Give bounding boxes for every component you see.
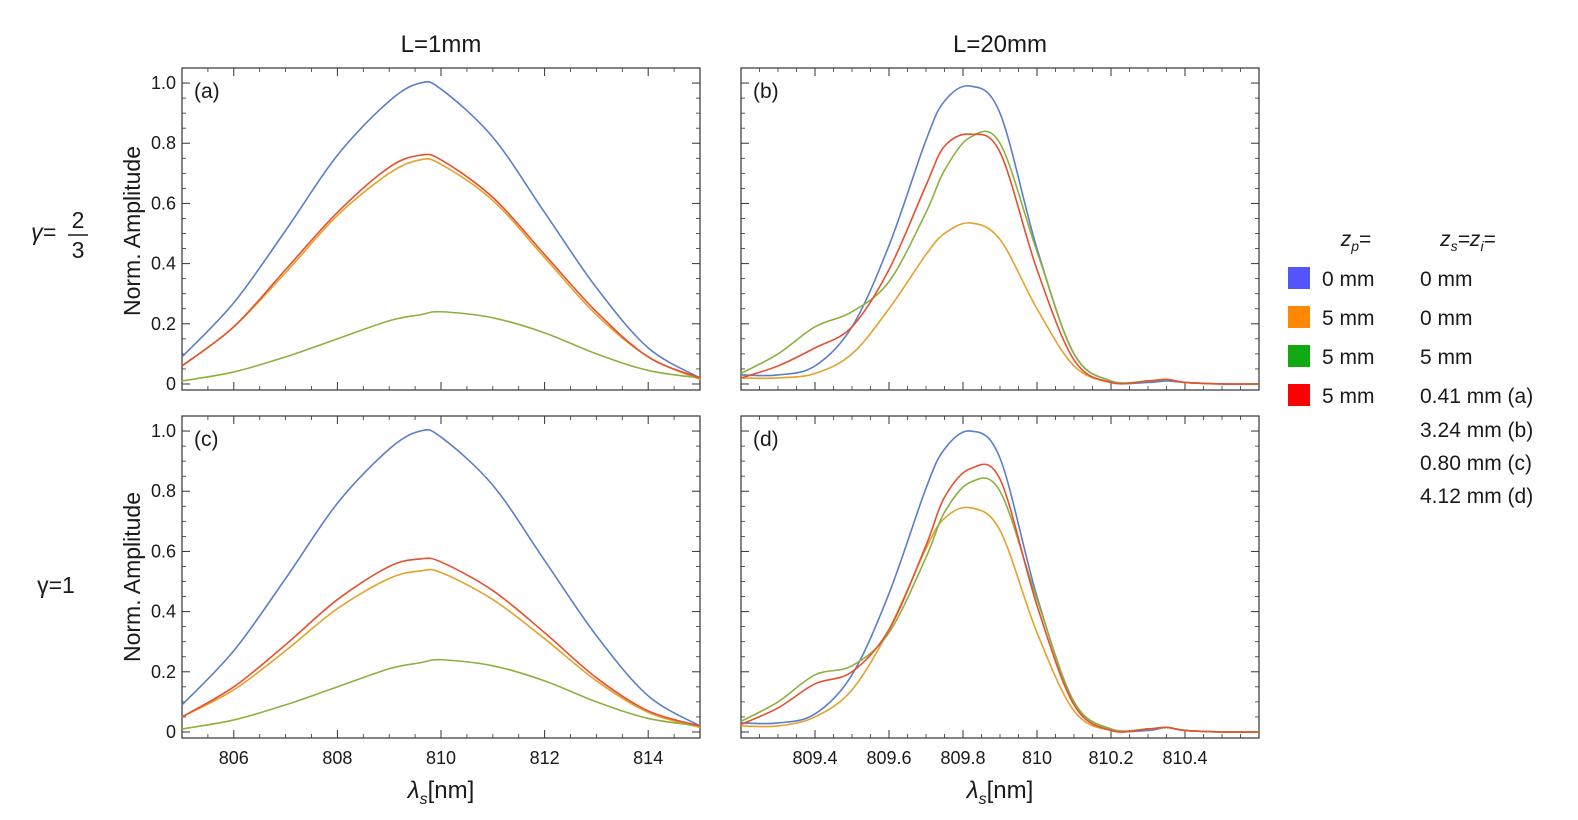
panel-label-b: (b) (753, 80, 779, 103)
panel-d-frame (740, 415, 1260, 739)
series-line-b-1 (740, 222, 1260, 385)
legend-row-4-zs: 0.41 mm (a) (1420, 385, 1533, 408)
legend-row-4-zp: 5 mm (1322, 385, 1375, 408)
legend-row-1-zs: 0 mm (1420, 268, 1473, 291)
x-tick-label: 810.4 (1162, 748, 1207, 768)
legend-header-zp: zp= (1340, 228, 1372, 254)
legend-swatch-red (1288, 384, 1310, 406)
panel-c-frame (181, 415, 701, 739)
legend-swatch-green (1288, 345, 1310, 367)
panel-label-a: (a) (194, 80, 220, 103)
legend-header-zs-mid: =z (1458, 228, 1481, 251)
y-tick-label: 0.2 (151, 314, 176, 334)
panel-b: (b) (740, 67, 1260, 391)
series-line-a-2 (181, 310, 701, 382)
legend-extra-d: 4.12 mm (d) (1420, 485, 1533, 508)
y-tick-label: 1.0 (151, 73, 176, 93)
panel-label-c: (c) (194, 428, 219, 451)
series-line-d-0 (740, 430, 1260, 733)
series-line-a-1 (181, 157, 701, 381)
row-label-gamma-denominator: 3 (72, 237, 85, 263)
series-line-b-3 (740, 133, 1260, 385)
legend-extra-c: 0.80 mm (c) (1420, 452, 1532, 475)
column-title-right: L=20mm (953, 31, 1047, 58)
column-title-left: L=1mm (401, 31, 482, 58)
x-axis-label-left-unit: [nm] (428, 777, 475, 804)
legend-header-zs: zs=zi= (1439, 228, 1496, 254)
y-tick-label: 0.2 (151, 662, 176, 682)
panel-a-frame (181, 67, 701, 391)
y-tick-label: 0.4 (151, 602, 176, 622)
x-tick-label: 809.8 (940, 748, 985, 768)
series-line-d-2 (740, 477, 1260, 733)
x-tick-label: 809.6 (866, 748, 911, 768)
x-axis-label-right-sub: s (979, 791, 987, 808)
y-tick-label: 0.6 (151, 541, 176, 561)
x-axis-label-right-lambda: λ (965, 777, 979, 804)
series-line-c-3 (181, 557, 701, 727)
row-label-gamma-numerator: 2 (72, 207, 85, 233)
legend-row-2-zs: 0 mm (1420, 307, 1473, 330)
y-tick-label: 0 (166, 722, 176, 742)
legend-row-1-zp: 0 mm (1322, 268, 1375, 291)
series-line-d-3 (740, 463, 1260, 733)
y-tick-label: 0.6 (151, 193, 176, 213)
x-tick-label: 810 (1022, 748, 1052, 768)
panel-a: 0 0.2 0.4 0.6 0.8 1.0 (a) (151, 67, 701, 394)
legend-swatch-blue (1288, 267, 1310, 289)
series-line-c-1 (181, 568, 701, 729)
x-axis-label-left-lambda: λ (406, 777, 420, 804)
x-tick-label: 809.4 (792, 748, 837, 768)
legend-row-3-zs: 5 mm (1420, 346, 1473, 369)
legend-header-zi-sub: i (1480, 238, 1484, 254)
legend-header-zs-sub: s (1451, 238, 1458, 254)
y-tick-label: 1.0 (151, 421, 176, 441)
series-line-c-2 (181, 658, 701, 730)
legend-row-2-zp: 5 mm (1322, 307, 1375, 330)
legend-header-zp-eq: = (1359, 228, 1371, 251)
legend-header-zp-z: z (1340, 228, 1352, 251)
legend-swatch-orange (1288, 306, 1310, 328)
x-tick-label: 810 (426, 748, 456, 768)
x-axis-label-left: λs[nm] (406, 777, 475, 808)
panel-d: 809.4 809.6 809.8 810 810.2 810.4 (d) (740, 415, 1260, 768)
x-tick-label: 810.2 (1088, 748, 1133, 768)
y-tick-label: 0.8 (151, 481, 176, 501)
legend-row-3-zp: 5 mm (1322, 346, 1375, 369)
y-tick-label: 0 (166, 374, 176, 394)
y-tick-label: 0.4 (151, 254, 176, 274)
x-tick-label: 806 (219, 748, 249, 768)
x-tick-label: 814 (633, 748, 663, 768)
x-axis-label-right: λs[nm] (965, 777, 1034, 808)
legend: zp= zs=zi= 0 mm 0 mm 5 mm 0 mm 5 mm 5 mm… (1288, 228, 1533, 508)
row-label-gamma-1: γ=1 (37, 572, 75, 598)
x-axis-label-right-unit: [nm] (987, 777, 1034, 804)
legend-extra-b: 3.24 mm (b) (1420, 419, 1533, 442)
legend-header-zp-sub: p (1350, 238, 1359, 254)
legend-header-zs-eq: = (1484, 228, 1496, 251)
y-axis-label-top: Norm. Amplitude (119, 146, 145, 316)
row-label-gamma-2-3: γ= 2 3 (31, 207, 88, 263)
panel-label-d: (d) (753, 428, 779, 451)
series-line-a-3 (181, 153, 701, 379)
x-axis-label-left-sub: s (420, 791, 428, 808)
panel-b-frame (740, 67, 1260, 391)
legend-header-zs-z: z (1439, 228, 1451, 251)
y-tick-label: 0.8 (151, 133, 176, 153)
x-tick-label: 812 (530, 748, 560, 768)
series-line-a-0 (181, 80, 701, 379)
series-line-b-0 (740, 84, 1260, 385)
panel-c: 806 808 810 812 814 0 0.2 0.4 0.6 0.8 1.0 (c) (151, 415, 701, 768)
row-label-gamma-prefix: γ= (31, 219, 56, 245)
series-line-d-1 (740, 506, 1260, 733)
y-axis-label-bottom: Norm. Amplitude (119, 492, 145, 662)
x-tick-label: 808 (322, 748, 352, 768)
series-line-c-0 (181, 428, 701, 727)
